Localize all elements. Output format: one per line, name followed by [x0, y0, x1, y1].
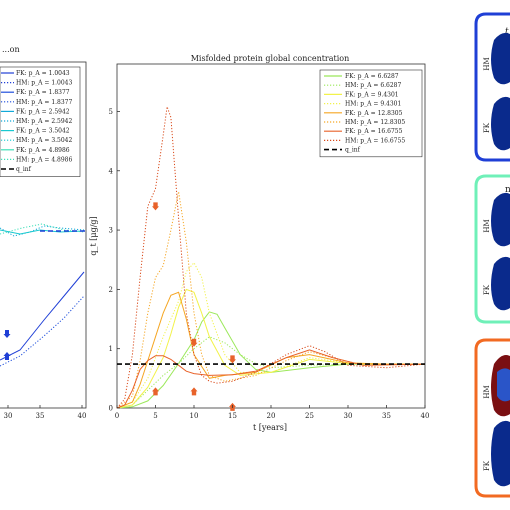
center-x-ticks: 0 5 10 15 20 25 30 35 40 — [115, 405, 430, 420]
x-tick-label-2: 10 — [190, 412, 199, 420]
left-legend-label-1: HM: p_A = 1.0043 — [16, 80, 72, 87]
center-legend-label-5: HM: p_A = 12.8305 — [345, 119, 405, 126]
left-legend-box — [0, 66, 81, 177]
left-legend-label-7: HM: p_A = 3.5042 — [16, 137, 72, 144]
x-tick-label-7: 35 — [382, 412, 391, 420]
left-series-line-2 — [0, 223, 85, 235]
left-annotation-arrow-1 — [3, 352, 11, 360]
left-x-tick-label-1: 35 — [36, 412, 45, 420]
brain-image-fk-3 — [491, 420, 510, 487]
left-panel-title: ...on — [2, 45, 20, 54]
center-panel: Misfolded protein global concentration 0… — [89, 54, 429, 432]
brain-image-hm-1 — [491, 32, 510, 85]
brain-image-hm-3-highlight — [497, 368, 510, 402]
series-line-2 — [116, 288, 425, 409]
left-legend: FK: p_A = 1.0043 HM: p_A = 1.0043 FK: p_A … — [0, 66, 81, 177]
brain-image-hm-2 — [491, 192, 510, 247]
brain-image-fk-1 — [491, 96, 510, 151]
left-legend-label-3: HM: p_A = 1.8377 — [16, 99, 72, 106]
left-legend-label-10: q_inf — [16, 166, 32, 173]
series-line-5 — [116, 191, 426, 409]
y-tick-label-3: 3 — [109, 227, 113, 235]
x-tick-label-3: 15 — [228, 412, 237, 420]
group-label-hm-1: HM — [483, 57, 491, 70]
x-tick-label-6: 30 — [344, 412, 353, 420]
left-annotation-arrow-0 — [3, 330, 11, 338]
annotation-arrow-4 — [229, 355, 236, 364]
center-legend-label-2: FK: p_A = 9.4301 — [345, 91, 399, 98]
group-bracket-green — [474, 174, 510, 324]
group-bracket-orange — [474, 338, 510, 498]
right-header-letter-1: t — [505, 27, 509, 37]
group-bracket-blue — [474, 12, 510, 162]
center-legend-label-8: q_inf — [345, 147, 361, 154]
annotation-arrow-0 — [152, 202, 159, 211]
center-legend-label-1: HM: p_A = 6.6287 — [345, 82, 401, 89]
left-legend-label-8: FK: p_A = 4.8986 — [16, 147, 70, 154]
left-plot-frame — [0, 61, 87, 409]
y-tick-label-5: 5 — [109, 108, 113, 116]
left-legend-label-2: FK: p_A = 1.8377 — [16, 89, 70, 96]
center-y-ticks: 0 1 2 3 4 5 — [109, 108, 120, 413]
annotation-arrow-3 — [190, 387, 198, 396]
y-tick-label-1: 1 — [109, 345, 113, 353]
center-legend: FK: p_A = 6.6287 HM: p_A = 6.6287 FK: p_A … — [319, 69, 423, 158]
left-legend-label-4: FK: p_A = 2.5942 — [16, 108, 70, 115]
group-label-fk-2: FK — [483, 284, 491, 295]
center-annotation-arrows — [152, 202, 236, 411]
y-tick-label-2: 2 — [109, 286, 113, 294]
right-panel: t n HM FK HM FK HM FK — [474, 12, 510, 498]
center-y-axis-label: q_t [μg/g] — [89, 216, 98, 255]
left-legend-label-0: FK: p_A = 1.0043 — [16, 70, 70, 77]
x-tick-label-0: 0 — [115, 412, 119, 420]
x-tick-label-5: 25 — [305, 412, 314, 420]
x-tick-label-4: 20 — [267, 412, 276, 420]
group-label-fk-1: FK — [483, 122, 491, 133]
left-legend-label-5: HM: p_A = 2.5942 — [16, 118, 72, 125]
center-x-axis-label: t [years] — [253, 423, 287, 432]
left-series-line-4 — [0, 271, 85, 361]
annotation-arrow-1 — [152, 387, 159, 396]
center-legend-label-3: HM: p_A = 9.4301 — [345, 101, 401, 108]
group-label-fk-3: FK — [483, 460, 491, 471]
left-legend-label-9: HM: p_A = 4.8986 — [16, 156, 72, 163]
series-line-4 — [116, 291, 425, 409]
group-label-hm-3: HM — [483, 385, 491, 398]
left-x-ticks: 30 35 40 — [4, 405, 87, 420]
left-legend-label-6: FK: p_A = 3.5042 — [16, 128, 70, 135]
left-x-tick-label-2: 40 — [78, 412, 87, 420]
center-legend-label-4: FK: p_A = 12.8305 — [345, 110, 403, 117]
brain-image-fk-2 — [491, 256, 510, 311]
right-header-letter-2: n — [505, 185, 510, 195]
series-line-0 — [116, 311, 425, 409]
x-tick-label-8: 40 — [421, 412, 430, 420]
series-line-6 — [116, 349, 426, 409]
left-series-line-5 — [0, 295, 85, 367]
center-chart-title: Misfolded protein global concentration — [191, 54, 350, 63]
group-label-hm-2: HM — [483, 219, 491, 232]
left-x-tick-label-0: 30 — [4, 412, 13, 420]
center-legend-label-0: FK: p_A = 6.6287 — [345, 73, 399, 80]
center-legend-label-6: FK: p_A = 16.6755 — [345, 128, 403, 135]
center-legend-label-7: HM: p_A = 16.6755 — [345, 137, 405, 144]
y-tick-label-0: 0 — [109, 405, 113, 413]
y-tick-label-4: 4 — [109, 167, 114, 175]
series-line-3 — [116, 261, 425, 409]
left-series — [0, 223, 86, 367]
annotation-arrow-2 — [190, 338, 198, 347]
center-series — [116, 106, 426, 409]
x-tick-label-1: 5 — [153, 412, 157, 420]
